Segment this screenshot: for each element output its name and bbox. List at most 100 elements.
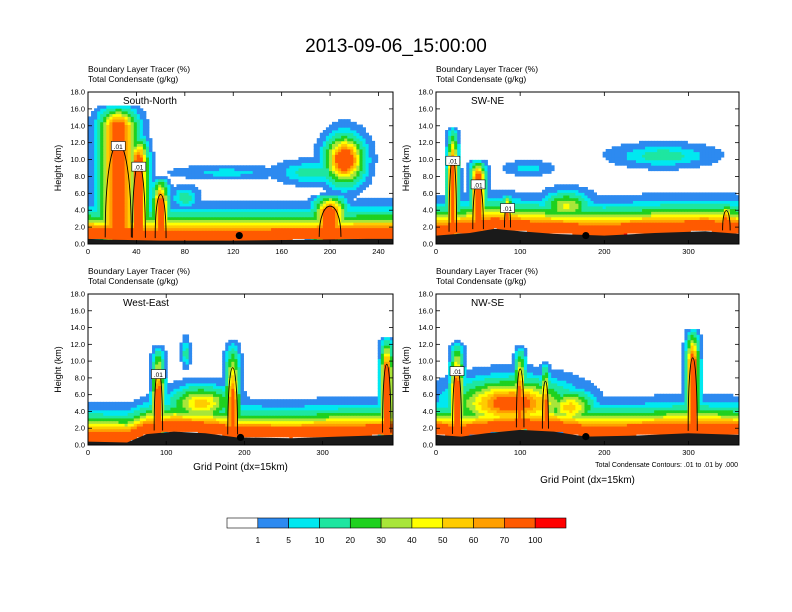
contour-label: .01 bbox=[114, 144, 123, 151]
tracer-cell bbox=[490, 208, 494, 212]
tracer-cell bbox=[356, 159, 360, 163]
tracer-cell bbox=[328, 162, 333, 166]
tracer-cell bbox=[97, 173, 101, 177]
tracer-cell bbox=[720, 206, 725, 210]
tracer-cell bbox=[127, 219, 132, 223]
tracer-cell bbox=[301, 165, 305, 169]
tracer-cell bbox=[188, 206, 193, 210]
tracer-cell bbox=[301, 168, 305, 172]
tracer-cell bbox=[493, 214, 497, 218]
tracer-cell bbox=[121, 181, 125, 185]
tracer-cell bbox=[188, 216, 193, 220]
tracer-cell bbox=[545, 230, 549, 234]
tracer-cell bbox=[103, 211, 107, 215]
tracer-cell bbox=[316, 206, 321, 210]
tracer-cell bbox=[368, 203, 373, 207]
tracer-cell bbox=[237, 165, 241, 169]
tracer-cell bbox=[130, 151, 135, 155]
tracer-cell bbox=[121, 116, 125, 120]
tracer-cell bbox=[142, 124, 147, 128]
tracer-cell bbox=[347, 222, 351, 226]
tracer-cell bbox=[684, 195, 688, 199]
tracer-cell bbox=[176, 211, 180, 215]
tracer-cell bbox=[675, 214, 679, 218]
tracer-cell bbox=[152, 206, 156, 210]
tracer-cell bbox=[286, 227, 290, 231]
tracer-cell bbox=[587, 200, 591, 204]
tracer-cell bbox=[368, 197, 373, 201]
tracer-cell bbox=[197, 211, 202, 215]
tracer-cell bbox=[496, 189, 501, 193]
tracer-cell bbox=[499, 222, 504, 226]
tracer-cell bbox=[310, 225, 315, 229]
tracer-cell bbox=[368, 227, 373, 231]
tracer-cell bbox=[240, 176, 244, 180]
tracer-cell bbox=[529, 192, 534, 196]
tracer-cell bbox=[121, 111, 125, 115]
tracer-cell bbox=[142, 127, 147, 131]
tracer-cell bbox=[645, 230, 649, 234]
tracer-cell bbox=[289, 214, 293, 218]
tracer-cell bbox=[121, 203, 125, 207]
tracer-cell bbox=[289, 181, 293, 185]
tracer-cell bbox=[118, 208, 122, 212]
tracer-cell bbox=[106, 119, 110, 123]
tracer-cell bbox=[103, 105, 107, 109]
tracer-cell bbox=[663, 200, 667, 204]
tracer-cell bbox=[732, 208, 737, 212]
tracer-cell bbox=[301, 222, 305, 226]
tracer-cell bbox=[267, 235, 272, 239]
tracer-cell bbox=[487, 170, 491, 174]
tracer-cell bbox=[386, 200, 391, 204]
tracer-cell bbox=[478, 225, 482, 229]
tracer-cell bbox=[188, 230, 193, 234]
tracer-cell bbox=[142, 143, 147, 147]
tracer-cell bbox=[386, 211, 391, 215]
tracer-cell bbox=[511, 189, 516, 193]
tracer-cell bbox=[611, 233, 616, 237]
tracer-cell bbox=[602, 222, 607, 226]
tracer-cell bbox=[277, 170, 281, 174]
tracer-cell bbox=[548, 214, 552, 218]
tracer-cell bbox=[164, 214, 168, 218]
tracer-cell bbox=[133, 130, 138, 134]
tracer-cell bbox=[139, 127, 144, 131]
tracer-cell bbox=[152, 192, 156, 196]
tracer-cell bbox=[693, 192, 697, 196]
tracer-cell bbox=[222, 233, 226, 237]
tracer-cell bbox=[328, 159, 333, 163]
tracer-cell bbox=[228, 203, 232, 207]
tracer-cell bbox=[335, 203, 339, 207]
tracer-cell bbox=[97, 124, 101, 128]
tracer-cell bbox=[341, 176, 345, 180]
tracer-cell bbox=[457, 222, 461, 226]
tracer-cell bbox=[645, 225, 649, 229]
tracer-cell bbox=[94, 108, 98, 112]
tracer-cell bbox=[185, 184, 190, 188]
tracer-cell bbox=[240, 211, 244, 215]
tracer-cell bbox=[517, 197, 522, 201]
tracer-cell bbox=[335, 189, 339, 193]
tracer-cell bbox=[642, 214, 646, 218]
tracer-cell bbox=[88, 233, 92, 237]
tracer-cell bbox=[124, 178, 129, 182]
tracer-cell bbox=[109, 208, 113, 212]
tracer-cell bbox=[539, 192, 543, 196]
tracer-cell bbox=[173, 235, 177, 239]
tracer-cell bbox=[231, 225, 235, 229]
tracer-cell bbox=[298, 219, 302, 223]
tracer-cell bbox=[130, 181, 135, 185]
tracer-cell bbox=[611, 203, 616, 207]
tracer-cell bbox=[554, 187, 558, 191]
tracer-cell bbox=[127, 138, 132, 142]
tracer-cell bbox=[231, 233, 235, 237]
tracer-cell bbox=[362, 208, 366, 212]
tracer-cell bbox=[599, 216, 604, 220]
tracer-cell bbox=[705, 222, 710, 226]
tracer-cell bbox=[614, 211, 619, 215]
tracer-cell bbox=[88, 157, 92, 161]
tracer-cell bbox=[188, 184, 193, 188]
tracer-cell bbox=[322, 227, 327, 231]
tracer-cell bbox=[344, 165, 348, 169]
tracer-cell bbox=[164, 192, 168, 196]
